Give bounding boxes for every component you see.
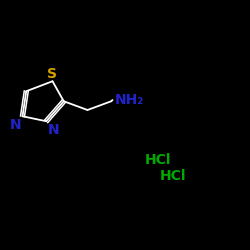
Text: NH₂: NH₂ [114,93,144,107]
Text: HCl: HCl [160,169,186,183]
Text: S: S [48,66,58,80]
Text: HCl: HCl [145,153,172,167]
Text: N: N [48,123,59,137]
Text: N: N [10,118,21,132]
